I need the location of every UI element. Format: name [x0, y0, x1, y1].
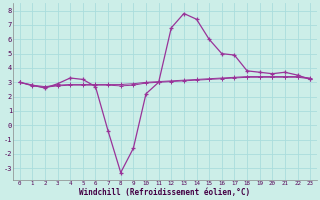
X-axis label: Windchill (Refroidissement éolien,°C): Windchill (Refroidissement éolien,°C) — [79, 188, 251, 197]
